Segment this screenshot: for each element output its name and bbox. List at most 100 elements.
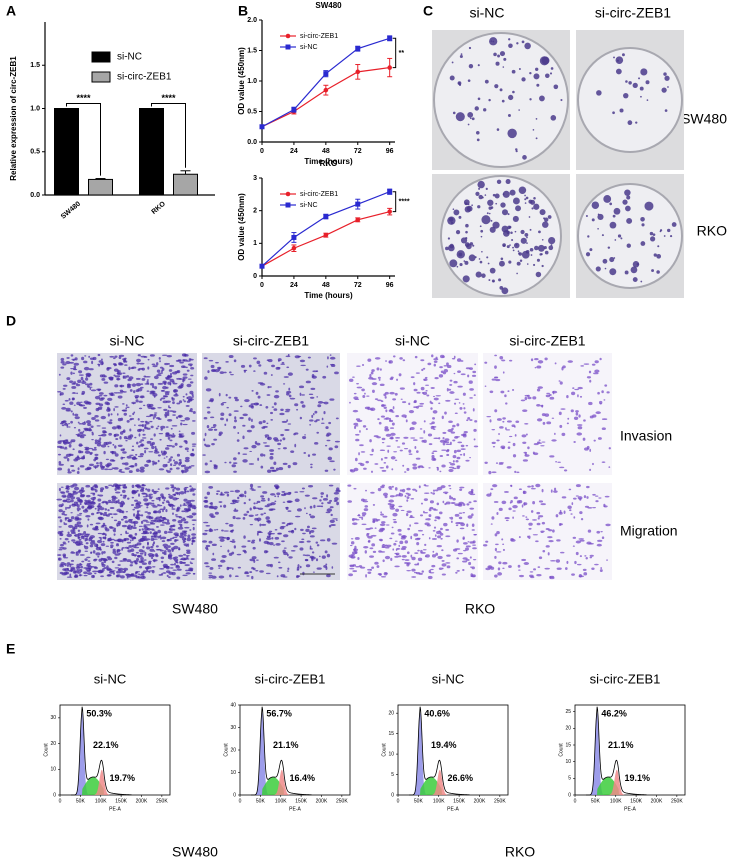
cell xyxy=(71,392,77,394)
cell xyxy=(105,545,110,547)
column-header: si-NC xyxy=(470,5,505,21)
cell xyxy=(112,443,115,446)
cell xyxy=(356,382,360,385)
colony xyxy=(485,187,488,191)
x-tick-label: 50K xyxy=(414,798,424,804)
cell xyxy=(159,567,165,570)
cell xyxy=(508,507,512,511)
cell xyxy=(334,497,339,501)
cell xyxy=(140,383,144,386)
cell xyxy=(594,360,599,364)
cell xyxy=(595,411,601,415)
y-axis-label: Relative expression of circ-ZEB1 xyxy=(9,56,18,181)
colony xyxy=(494,193,500,199)
cell xyxy=(173,389,177,393)
colony xyxy=(663,235,666,237)
cell xyxy=(394,540,398,542)
cell xyxy=(463,411,467,414)
cell xyxy=(178,458,182,462)
cell xyxy=(77,529,81,533)
x-tick-label: 0 xyxy=(397,798,400,804)
cell xyxy=(154,445,157,449)
colony xyxy=(456,265,459,268)
phase-percent: 50.3% xyxy=(86,708,112,718)
cell xyxy=(294,355,300,359)
cell xyxy=(389,488,393,490)
cell xyxy=(192,394,194,398)
cell xyxy=(523,451,528,454)
cell xyxy=(257,519,260,522)
cell xyxy=(425,554,430,558)
cell xyxy=(406,562,411,565)
cell xyxy=(85,484,91,488)
cell xyxy=(282,447,287,450)
cell xyxy=(75,551,81,554)
cell xyxy=(453,449,457,454)
colony xyxy=(623,92,629,99)
cell xyxy=(591,363,596,366)
cell xyxy=(284,428,290,431)
y-axis-label: OD value (450nm) xyxy=(237,193,246,261)
cell xyxy=(173,493,176,497)
cell xyxy=(394,565,400,568)
cell xyxy=(427,433,433,437)
colony xyxy=(508,260,512,264)
cell xyxy=(109,419,113,422)
cell xyxy=(189,390,194,395)
cell xyxy=(372,389,375,393)
cell xyxy=(473,500,477,503)
cell xyxy=(459,406,463,410)
cell xyxy=(608,447,611,450)
cell xyxy=(518,536,521,539)
cell xyxy=(251,556,257,560)
cell xyxy=(242,424,246,427)
cell xyxy=(73,486,80,491)
cell xyxy=(171,571,176,576)
colony xyxy=(595,266,601,272)
cell xyxy=(277,358,282,362)
cell xyxy=(283,534,289,538)
cell xyxy=(287,491,291,496)
cell xyxy=(352,570,358,573)
colony xyxy=(468,63,474,69)
colony xyxy=(495,202,498,205)
cell xyxy=(255,570,259,572)
cell xyxy=(90,425,94,428)
phase-percent: 22.1% xyxy=(93,740,119,750)
colony xyxy=(522,155,527,160)
cell xyxy=(106,366,112,370)
cell xyxy=(556,539,561,542)
cell xyxy=(423,510,425,513)
cell xyxy=(122,375,125,379)
colony xyxy=(613,56,615,59)
cell xyxy=(439,532,444,536)
cell xyxy=(135,377,141,380)
cell xyxy=(400,509,405,512)
cell xyxy=(389,507,396,510)
phase-percent: 56.7% xyxy=(266,708,292,718)
cell xyxy=(72,359,75,362)
cell xyxy=(530,488,536,490)
cell xyxy=(142,550,145,553)
cell xyxy=(122,515,128,519)
cell xyxy=(64,572,68,574)
cell xyxy=(246,510,250,514)
cell xyxy=(295,515,301,518)
cell xyxy=(242,459,248,463)
cell xyxy=(282,501,286,503)
colony xyxy=(521,40,525,44)
cell xyxy=(514,433,517,437)
cell xyxy=(371,543,376,547)
cell xyxy=(528,535,531,540)
cell xyxy=(374,357,381,360)
cell xyxy=(58,509,63,513)
cell xyxy=(372,503,376,506)
cell xyxy=(86,572,93,575)
cell xyxy=(77,379,82,384)
cell xyxy=(165,426,169,428)
cell xyxy=(333,492,339,495)
cell xyxy=(70,410,73,413)
cell xyxy=(230,502,236,505)
cell xyxy=(137,573,141,575)
cell xyxy=(142,433,146,436)
